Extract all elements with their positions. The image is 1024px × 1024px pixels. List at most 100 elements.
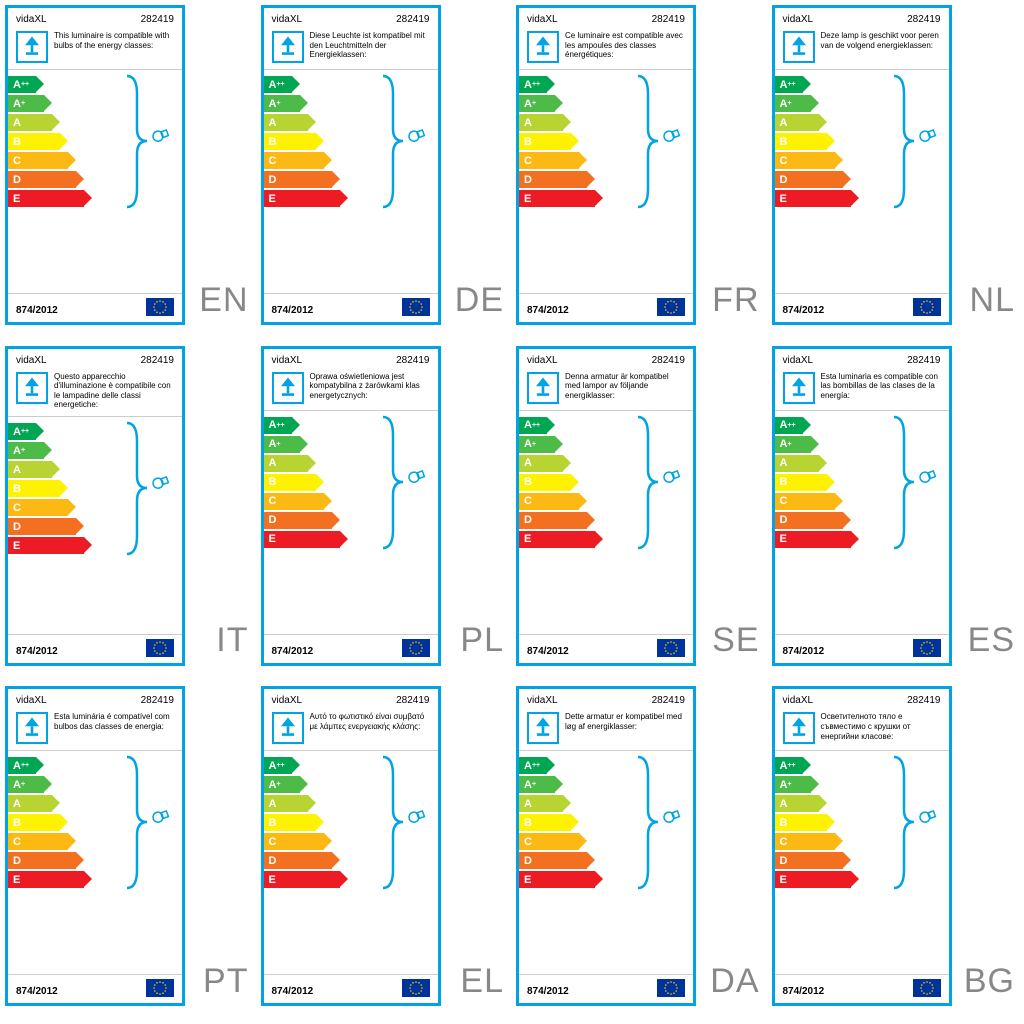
eu-flag-icon [146, 298, 174, 316]
language-code: DE [455, 281, 504, 320]
lamp-icon [527, 372, 559, 404]
energy-arrows-section: A++ A+ A B C D E [264, 411, 438, 548]
energy-arrows-section: A++ A+ A B C D E [775, 70, 949, 207]
label-footer: 874/2012 [775, 974, 949, 1003]
eu-flag-icon [657, 298, 685, 316]
energy-arrows-section: A++ A+ A B C D E [775, 411, 949, 548]
brace-bulb-icon [119, 74, 174, 209]
energy-arrows-section: A++ A+ A B C D E [8, 417, 182, 554]
energy-label-cell: vidaXL 282419 Осветителното тяло е съвме… [772, 686, 1020, 1019]
eu-flag-icon [657, 639, 685, 657]
energy-label-cell: vidaXL 282419 Ce luminaire est compatibl… [516, 5, 764, 338]
lamp-icon [16, 372, 48, 404]
label-header: vidaXL 282419 [8, 689, 182, 708]
description-text: Oprawa oświetleniowa jest kompatybilna z… [310, 372, 430, 404]
eu-flag-icon [402, 979, 430, 997]
regulation-text: 874/2012 [272, 646, 314, 657]
label-header: vidaXL 282419 [775, 349, 949, 368]
label-footer: 874/2012 [775, 634, 949, 663]
language-code: PL [460, 621, 504, 660]
description-text: This luminaire is compatible with bulbs … [54, 31, 174, 63]
eu-flag-icon [657, 979, 685, 997]
label-footer: 874/2012 [519, 293, 693, 322]
brace-bulb-icon [375, 755, 430, 890]
eu-flag-icon [146, 979, 174, 997]
energy-label-card: vidaXL 282419 Denna armatur är kompatibe… [516, 346, 696, 666]
language-code: ES [968, 621, 1015, 660]
description-row: Questo apparecchio d'illuminazione è com… [8, 368, 182, 417]
lamp-icon [272, 372, 304, 404]
description-text: Ce luminaire est compatible avec les amp… [565, 31, 685, 63]
label-header: vidaXL 282419 [264, 8, 438, 27]
language-code: IT [216, 621, 248, 660]
energy-label-card: vidaXL 282419 Esta luminaria es compatib… [772, 346, 952, 666]
description-row: Diese Leuchte ist kompatibel mit den Leu… [264, 27, 438, 70]
label-header: vidaXL 282419 [8, 349, 182, 368]
label-header: vidaXL 282419 [519, 689, 693, 708]
description-row: Esta luminária é compatível com bulbos d… [8, 708, 182, 751]
energy-arrows-section: A++ A+ A B C D E [264, 751, 438, 888]
energy-label-card: vidaXL 282419 Осветителното тяло е съвме… [772, 686, 952, 1006]
energy-label-card: vidaXL 282419 This luminaire is compatib… [5, 5, 185, 325]
description-text: Dette armatur er kompatibel med løg af e… [565, 712, 685, 744]
energy-arrows-section: A++ A+ A B C D E [8, 751, 182, 888]
label-header: vidaXL 282419 [264, 349, 438, 368]
description-text: Αυτό το φωτιστικό είναι συμβατό με λάμπε… [310, 712, 430, 744]
description-row: Deze lamp is geschikt voor peren van de … [775, 27, 949, 70]
energy-label-cell: vidaXL 282419 Questo apparecchio d'illum… [5, 346, 253, 679]
energy-label-cell: vidaXL 282419 Diese Leuchte ist kompatib… [261, 5, 509, 338]
brace-bulb-icon [630, 415, 685, 550]
energy-label-cell: vidaXL 282419 This luminaire is compatib… [5, 5, 253, 338]
brand-text: vidaXL [272, 355, 303, 366]
label-footer: 874/2012 [519, 634, 693, 663]
product-id-text: 282419 [907, 14, 940, 25]
regulation-text: 874/2012 [16, 646, 58, 657]
energy-arrows-section: A++ A+ A B C D E [8, 70, 182, 207]
brand-text: vidaXL [16, 695, 47, 706]
regulation-text: 874/2012 [272, 986, 314, 997]
language-code: FR [712, 281, 759, 320]
label-header: vidaXL 282419 [264, 689, 438, 708]
product-id-text: 282419 [652, 695, 685, 706]
product-id-text: 282419 [907, 695, 940, 706]
label-footer: 874/2012 [8, 293, 182, 322]
label-footer: 874/2012 [775, 293, 949, 322]
description-text: Esta luminaria es compatible con las bom… [821, 372, 941, 404]
eu-flag-icon [913, 298, 941, 316]
lamp-icon [783, 712, 815, 744]
regulation-text: 874/2012 [527, 986, 569, 997]
energy-label-card: vidaXL 282419 Deze lamp is geschikt voor… [772, 5, 952, 325]
brand-text: vidaXL [527, 355, 558, 366]
description-row: Осветителното тяло е съвместимо с крушки… [775, 708, 949, 751]
description-text: Denna armatur är kompatibel med lampor a… [565, 372, 685, 404]
lamp-icon [527, 712, 559, 744]
product-id-text: 282419 [141, 355, 174, 366]
description-text: Esta luminária é compatível com bulbos d… [54, 712, 174, 744]
product-id-text: 282419 [141, 14, 174, 25]
energy-label-card: vidaXL 282419 Oprawa oświetleniowa jest … [261, 346, 441, 666]
label-header: vidaXL 282419 [775, 689, 949, 708]
energy-label-card: vidaXL 282419 Αυτό το φωτιστικό είναι συ… [261, 686, 441, 1006]
energy-label-card: vidaXL 282419 Diese Leuchte ist kompatib… [261, 5, 441, 325]
energy-label-cell: vidaXL 282419 Αυτό το φωτιστικό είναι συ… [261, 686, 509, 1019]
brand-text: vidaXL [783, 695, 814, 706]
energy-label-card: vidaXL 282419 Questo apparecchio d'illum… [5, 346, 185, 666]
product-id-text: 282419 [396, 695, 429, 706]
energy-label-card: vidaXL 282419 Esta luminária é compatíve… [5, 686, 185, 1006]
language-code: BG [964, 962, 1015, 1001]
brace-bulb-icon [375, 74, 430, 209]
label-header: vidaXL 282419 [775, 8, 949, 27]
brand-text: vidaXL [783, 355, 814, 366]
product-id-text: 282419 [396, 355, 429, 366]
label-header: vidaXL 282419 [519, 349, 693, 368]
lamp-icon [783, 372, 815, 404]
energy-label-cell: vidaXL 282419 Denna armatur är kompatibe… [516, 346, 764, 679]
description-row: Denna armatur är kompatibel med lampor a… [519, 368, 693, 411]
regulation-text: 874/2012 [16, 986, 58, 997]
brand-text: vidaXL [783, 14, 814, 25]
brand-text: vidaXL [272, 14, 303, 25]
brace-bulb-icon [375, 415, 430, 550]
label-header: vidaXL 282419 [519, 8, 693, 27]
regulation-text: 874/2012 [16, 305, 58, 316]
energy-arrows-section: A++ A+ A B C D E [775, 751, 949, 888]
